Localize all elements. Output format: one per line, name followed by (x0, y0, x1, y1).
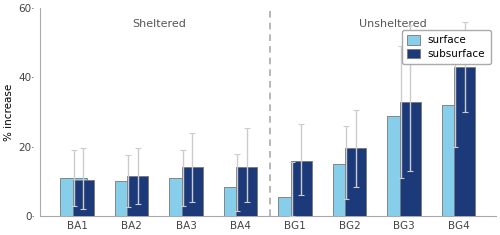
Bar (224, 187, 251, 216)
Bar (73, 180, 94, 216)
Text: Sheltered: Sheltered (132, 19, 186, 29)
Bar (442, 105, 469, 216)
Y-axis label: % increase: % increase (4, 83, 14, 141)
Bar (128, 176, 148, 216)
Bar (388, 116, 414, 216)
Legend: surface, subsurface: surface, subsurface (402, 30, 490, 64)
Bar (346, 149, 366, 216)
Bar (170, 178, 196, 216)
Bar (236, 168, 257, 216)
Bar (278, 197, 305, 216)
Bar (60, 178, 88, 216)
Bar (182, 168, 203, 216)
Bar (454, 67, 475, 216)
Bar (333, 164, 360, 216)
Text: Unsheltered: Unsheltered (359, 19, 427, 29)
Bar (115, 181, 142, 216)
Bar (400, 102, 420, 216)
Bar (291, 161, 312, 216)
